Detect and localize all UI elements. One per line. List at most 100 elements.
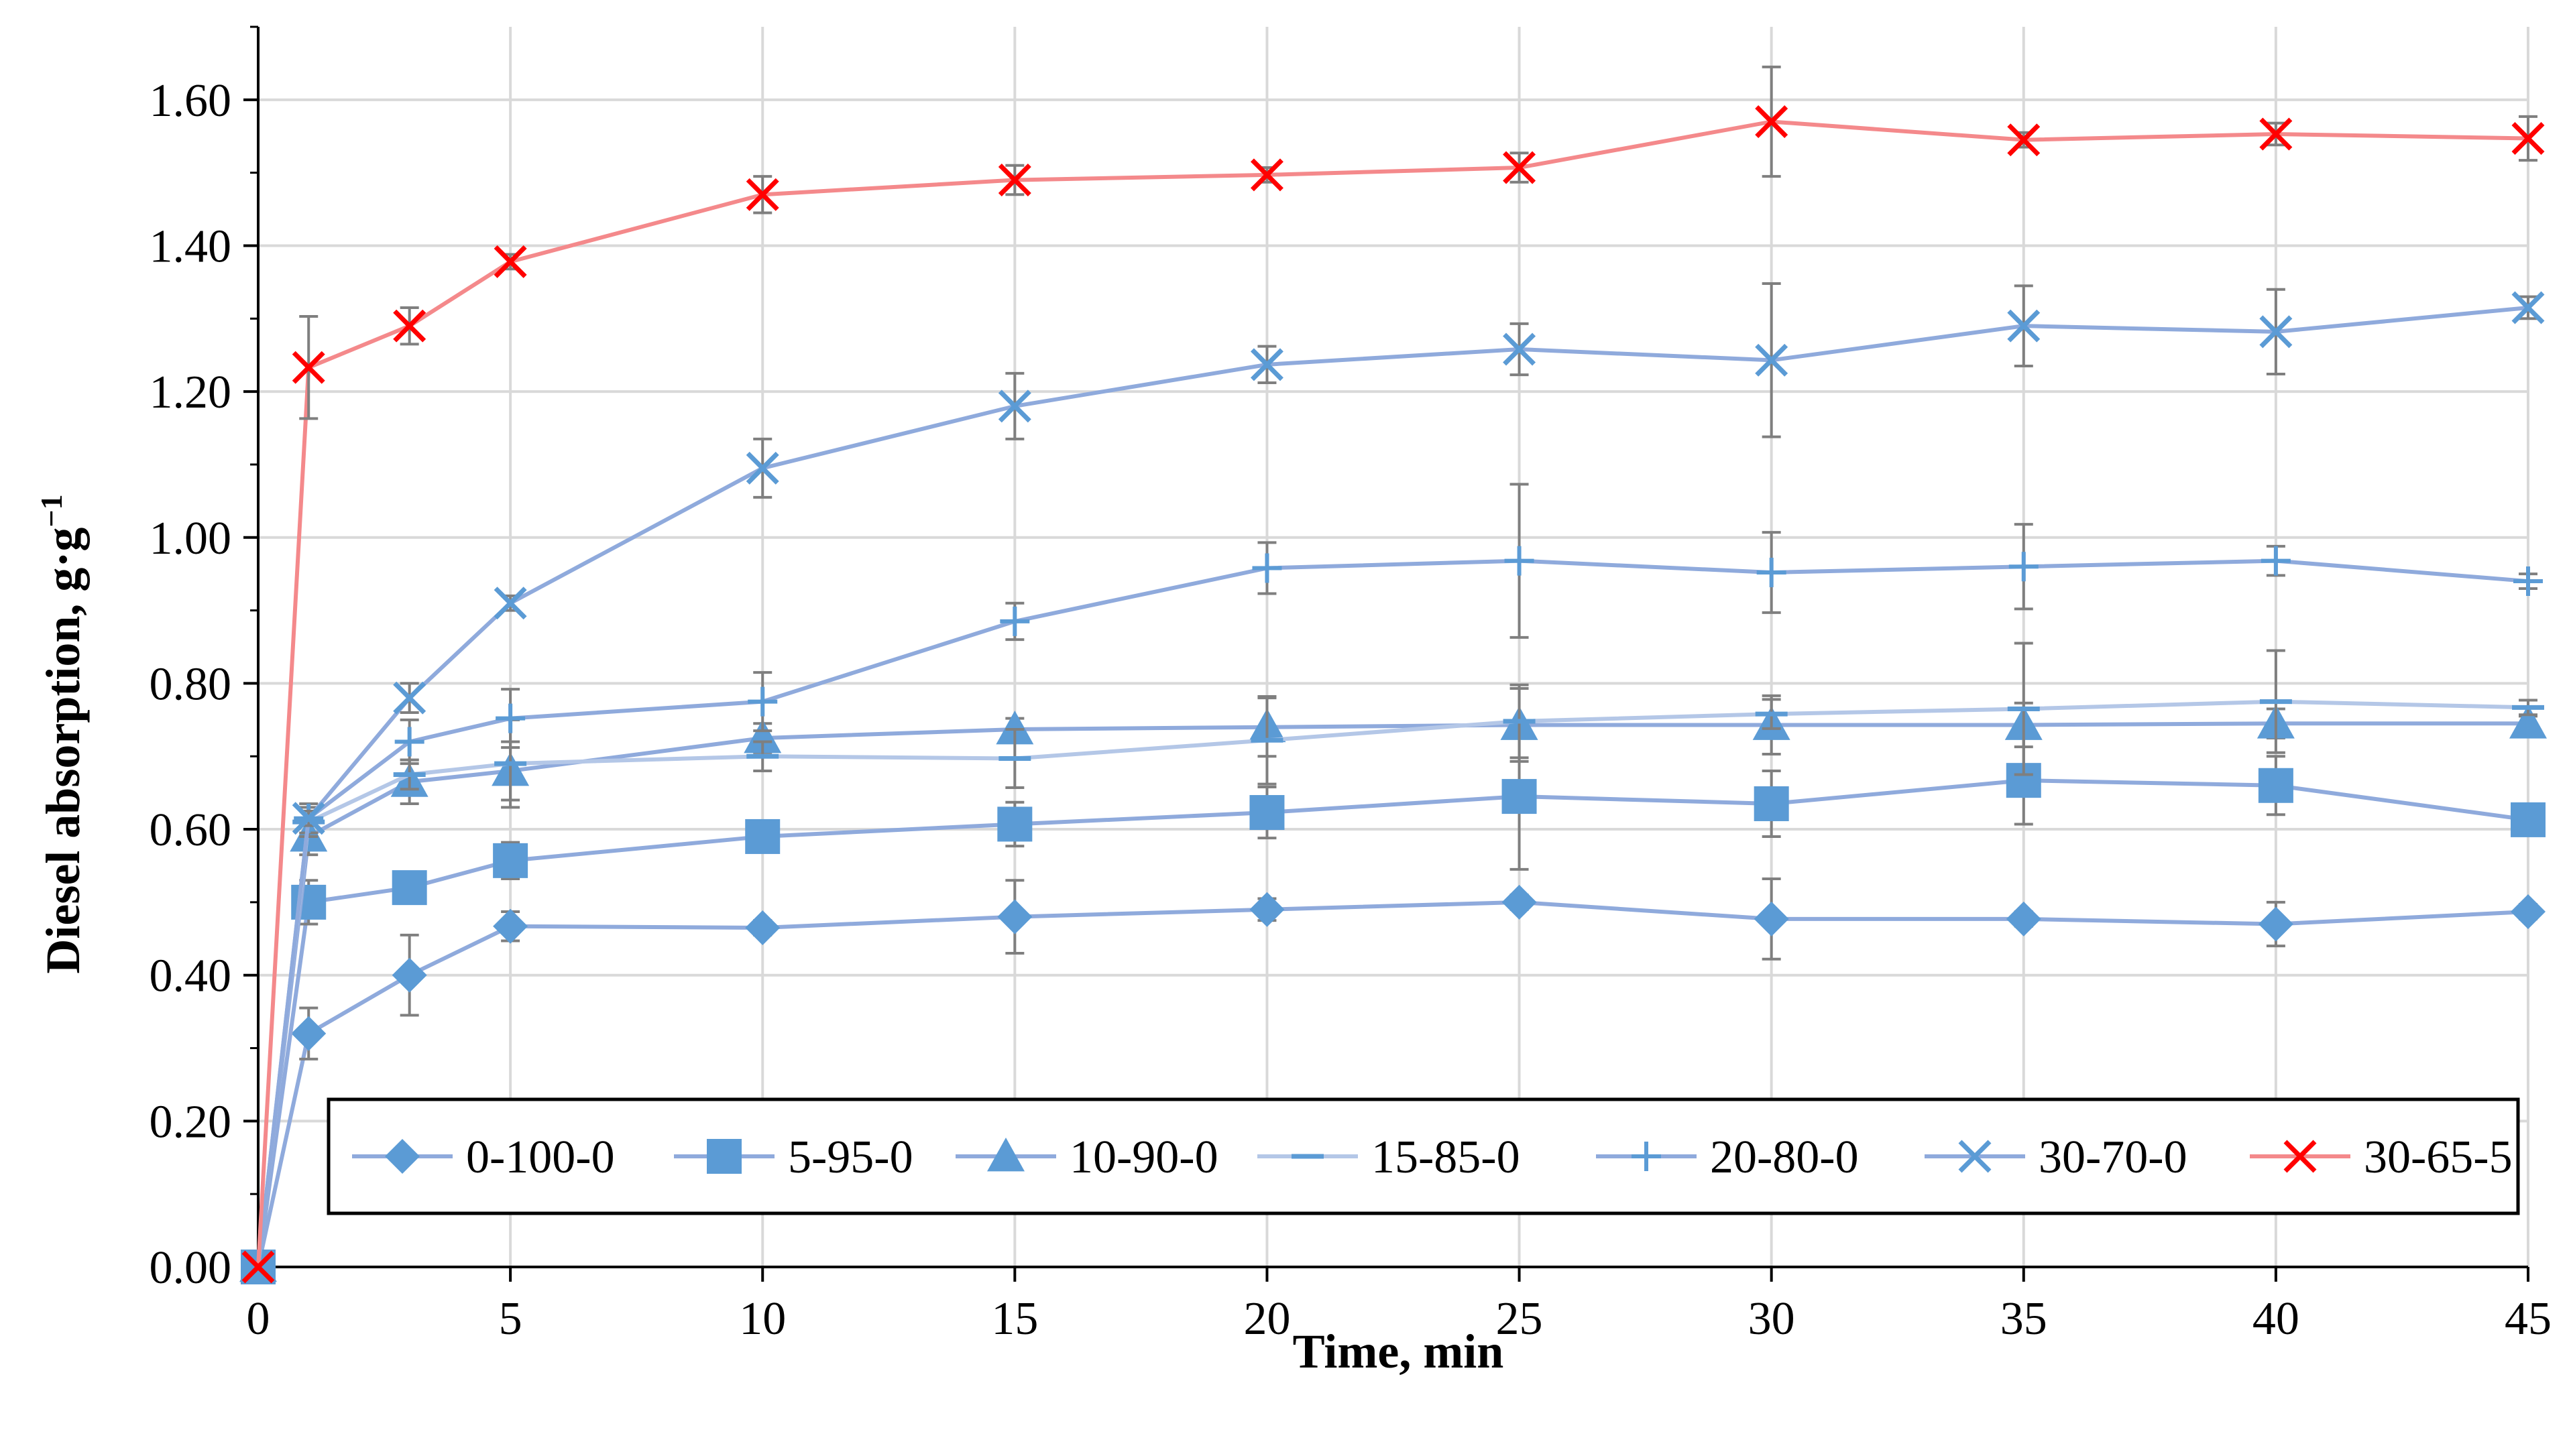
data-point xyxy=(393,309,426,343)
data-point xyxy=(997,806,1033,842)
x-stroke-b xyxy=(1755,343,1788,377)
data-point xyxy=(2258,906,2293,942)
y-tick-label: 0.80 xyxy=(150,658,232,710)
data-point xyxy=(2008,552,2039,582)
data-point xyxy=(2511,122,2545,155)
data-point xyxy=(2258,768,2293,803)
x-stroke-b xyxy=(494,587,527,620)
data-point xyxy=(392,870,427,906)
legend-marker xyxy=(987,1138,1025,1172)
data-point xyxy=(745,910,781,945)
x-stroke-b xyxy=(494,245,527,278)
x-stroke-b xyxy=(746,451,779,485)
series-30-65-5 xyxy=(241,65,2545,1284)
series-5-95-0 xyxy=(241,722,2546,1284)
x-stroke-b xyxy=(2259,315,2293,349)
data-point xyxy=(1755,105,1788,138)
legend-marker xyxy=(385,1139,420,1174)
legend-entry: 5-95-0 xyxy=(674,1132,913,1183)
legend-label: 0-100-0 xyxy=(466,1132,615,1183)
data-point xyxy=(998,164,1031,197)
series-line xyxy=(256,119,2529,1268)
series-line xyxy=(256,699,2529,1268)
series-line xyxy=(256,900,2529,1268)
data-point xyxy=(1250,348,1283,381)
x-tick-label: 35 xyxy=(2000,1293,2047,1345)
x-stroke-b xyxy=(1755,105,1788,138)
data-point xyxy=(1755,343,1788,377)
data-point xyxy=(1503,151,1536,184)
data-point xyxy=(2259,117,2293,151)
legend-entry: 30-65-5 xyxy=(2250,1132,2513,1183)
series-15-85-0 xyxy=(242,642,2544,1270)
legend: 0-100-0 5-95-0 10-90-0 15-85-0 20-80-0 30-70-… xyxy=(327,1097,2520,1215)
legend-entry: 15-85-0 xyxy=(1257,1132,1520,1183)
y-tick-label: 1.00 xyxy=(150,513,232,564)
data-point xyxy=(2511,802,2546,837)
data-point xyxy=(746,178,779,211)
series-line xyxy=(256,721,2528,1268)
x-stroke-b xyxy=(1958,1140,1992,1173)
data-point xyxy=(1250,158,1283,192)
x-tick-label: 5 xyxy=(499,1293,522,1345)
x-tick-label: 15 xyxy=(991,1293,1038,1345)
x-stroke-b xyxy=(241,1250,275,1284)
x-stroke-b xyxy=(1250,348,1283,381)
x-stroke-b xyxy=(2259,117,2293,151)
data-point xyxy=(1249,795,1285,831)
series-line xyxy=(256,305,2529,1268)
x-tick-label: 25 xyxy=(1496,1293,1543,1345)
data-point xyxy=(2007,123,2041,157)
x-stroke-b xyxy=(1503,151,1536,184)
legend-marker xyxy=(707,1139,742,1174)
series-line xyxy=(256,558,2529,1268)
data-point xyxy=(393,681,426,715)
data-point xyxy=(2511,291,2545,324)
x-stroke-b xyxy=(2283,1140,2317,1173)
data-point xyxy=(493,843,528,878)
data-point xyxy=(998,389,1031,423)
y-tick-label: 1.40 xyxy=(150,221,232,272)
data-point xyxy=(1501,779,1537,814)
x-stroke-b xyxy=(2511,291,2545,324)
grid xyxy=(258,27,2529,1267)
x-stroke-b xyxy=(2007,309,2041,343)
x-stroke-b xyxy=(2511,122,2545,155)
data-point xyxy=(748,686,778,717)
y-axis-title-group: Diesel absorption, g·g−1 xyxy=(34,494,90,973)
data-point xyxy=(2513,566,2543,597)
series-0-100-0 xyxy=(241,877,2546,1284)
x-stroke-b xyxy=(1250,158,1283,192)
data-point xyxy=(1000,606,1030,636)
x-stroke-b xyxy=(292,802,325,835)
series-20-80-0 xyxy=(243,483,2543,1282)
data-point xyxy=(2007,309,2041,343)
y-axis-title-superscript: −1 xyxy=(34,494,68,527)
legend-label: 5-95-0 xyxy=(788,1132,913,1183)
data-point xyxy=(746,451,779,485)
y-tick-label: 0.20 xyxy=(150,1096,232,1148)
legend-entry: 10-90-0 xyxy=(956,1132,1218,1183)
x-stroke-b xyxy=(746,178,779,211)
data-point xyxy=(997,899,1033,934)
legend-entry: 0-100-0 xyxy=(352,1132,615,1183)
data-point xyxy=(291,1016,327,1051)
legend-entry: 20-80-0 xyxy=(1596,1132,1859,1183)
series-group xyxy=(239,65,2547,1284)
x-tick-label: 0 xyxy=(247,1293,270,1345)
data-point xyxy=(392,957,427,993)
data-point xyxy=(292,802,325,835)
data-point xyxy=(1504,546,1534,576)
data-point xyxy=(745,818,781,854)
x-tick-label: 40 xyxy=(2252,1293,2299,1345)
y-axis-title-text: Diesel absorption, g·g xyxy=(36,528,90,974)
data-point xyxy=(292,351,325,384)
x-tick-label: 30 xyxy=(1748,1293,1795,1345)
data-point xyxy=(1252,553,1282,583)
data-point xyxy=(2259,315,2293,349)
y-tick-label: 1.60 xyxy=(150,75,232,127)
legend-entry: 30-70-0 xyxy=(1925,1132,2187,1183)
data-point xyxy=(496,703,526,733)
y-tick-label: 0.60 xyxy=(150,804,232,856)
